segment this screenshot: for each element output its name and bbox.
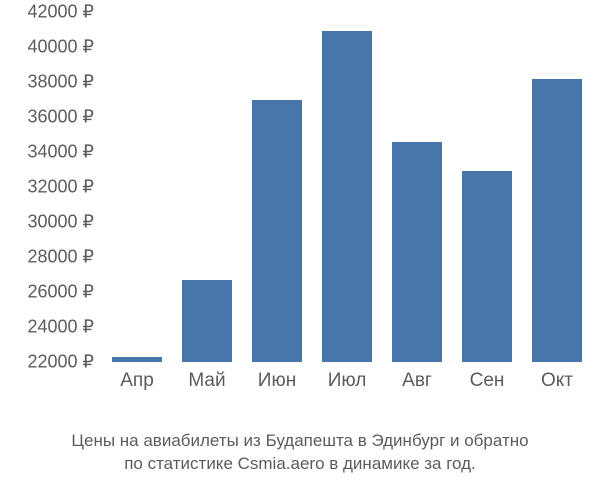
x-tick-label: Апр — [120, 370, 154, 392]
y-tick-label: 22000 ₽ — [27, 352, 94, 373]
plot-area: 22000 ₽24000 ₽26000 ₽28000 ₽30000 ₽32000… — [102, 12, 592, 362]
bar — [462, 171, 512, 362]
chart-caption: Цены на авиабилеты из Будапешта в Эдинбу… — [0, 430, 600, 476]
bar — [392, 142, 442, 363]
caption-line-2: по статистике Csmia.aero в динамике за г… — [124, 454, 476, 473]
y-tick-label: 36000 ₽ — [27, 107, 94, 128]
y-tick-label: 42000 ₽ — [27, 2, 94, 23]
y-tick-label: 24000 ₽ — [27, 317, 94, 338]
x-tick-label: Май — [188, 370, 225, 392]
y-axis: 22000 ₽24000 ₽26000 ₽28000 ₽30000 ₽32000… — [12, 12, 102, 362]
y-tick-label: 32000 ₽ — [27, 177, 94, 198]
bar — [532, 79, 582, 363]
x-tick-label: Окт — [541, 370, 573, 392]
bar — [112, 357, 162, 362]
bar — [252, 100, 302, 363]
bar — [322, 31, 372, 362]
caption-line-1: Цены на авиабилеты из Будапешта в Эдинбу… — [71, 431, 528, 450]
y-tick-label: 40000 ₽ — [27, 37, 94, 58]
bars-layer — [102, 12, 592, 362]
price-chart: 22000 ₽ 24000 ₽ 26000 ₽ 28000 ₽ 30000 ₽ 32000… — [0, 0, 600, 500]
x-tick-label: Сен — [470, 370, 505, 392]
bar — [182, 280, 232, 362]
y-tick-label: 38000 ₽ — [27, 72, 94, 93]
y-tick-label: 28000 ₽ — [27, 247, 94, 268]
x-tick-label: Июл — [328, 370, 367, 392]
x-tick-label: Июн — [258, 370, 296, 392]
y-tick-label: 26000 ₽ — [27, 282, 94, 303]
y-tick-label: 34000 ₽ — [27, 142, 94, 163]
y-tick-label: 30000 ₽ — [27, 212, 94, 233]
x-tick-label: Авг — [402, 370, 432, 392]
